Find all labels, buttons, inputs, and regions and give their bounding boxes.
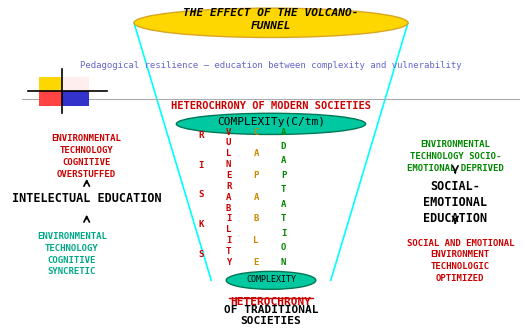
Text: T: T [281, 214, 286, 223]
Text: ENVIRONMENTAL
TECHNOLOGY
COGNITIVE
OVERSTUFFED: ENVIRONMENTAL TECHNOLOGY COGNITIVE OVERS… [52, 134, 122, 179]
Bar [39, 76, 62, 91]
Ellipse shape [134, 8, 408, 37]
Text: B: B [226, 204, 232, 213]
Text: A: A [254, 149, 259, 158]
Text: N: N [281, 258, 286, 267]
Text: L: L [226, 225, 232, 234]
Text: ENVIRONMENTAL
TECHNOLOGY SOCIO-
EMOTIONAL DEPRIVED: ENVIRONMENTAL TECHNOLOGY SOCIO- EMOTIONA… [407, 140, 503, 173]
Text: E: E [254, 258, 259, 267]
Bar [62, 76, 89, 91]
Text: D: D [281, 142, 286, 151]
Text: COMPLEXITy(C/tm): COMPLEXITy(C/tm) [217, 117, 325, 127]
Text: HETEROCHRONY OF MODERN SOCIETIES: HETEROCHRONY OF MODERN SOCIETIES [171, 101, 371, 111]
Text: SOCIAL AND EMOTIONAL
ENVIRONMENT
TECHNOLOGIC
OPTIMIZED: SOCIAL AND EMOTIONAL ENVIRONMENT TECHNOL… [406, 239, 514, 283]
Bar [39, 91, 62, 106]
Text: I: I [226, 214, 232, 223]
Text: OF TRADITIONAL
SOCIETIES: OF TRADITIONAL SOCIETIES [224, 305, 318, 326]
Text: A: A [226, 193, 232, 202]
Text: O: O [281, 243, 286, 253]
Text: A: A [254, 193, 259, 202]
Text: L: L [226, 149, 232, 158]
Text: T: T [226, 247, 232, 256]
Text: L: L [254, 236, 259, 245]
Ellipse shape [226, 271, 316, 289]
Text: T: T [281, 185, 286, 195]
Text: COMPLEXITY: COMPLEXITY [246, 275, 296, 284]
Text: I: I [226, 236, 232, 245]
Text: I: I [198, 161, 204, 169]
Text: INTELECTUAL EDUCATION: INTELECTUAL EDUCATION [12, 192, 162, 205]
Text: ENVIRONMENTAL
TECHNOLOGY
COGNITIVE
SYNCRETIC: ENVIRONMENTAL TECHNOLOGY COGNITIVE SYNCR… [37, 232, 107, 276]
Text: Pedagogical resilience – education between complexity and vulnerability: Pedagogical resilience – education betwe… [80, 61, 462, 70]
Text: B: B [254, 214, 259, 223]
Text: U: U [226, 138, 232, 147]
Text: A: A [281, 200, 286, 209]
Ellipse shape [176, 113, 365, 134]
Text: HETEROCHRONY: HETEROCHRONY [230, 297, 311, 307]
Text: R: R [198, 131, 204, 140]
Text: E: E [226, 171, 232, 180]
Text: P: P [254, 171, 259, 180]
Text: V: V [226, 127, 232, 136]
Text: SOCIAL-
EMOTIONAL
EDUCATION: SOCIAL- EMOTIONAL EDUCATION [423, 180, 487, 225]
Text: THE EFFECT OF THE VOLCANO-
FUNNEL: THE EFFECT OF THE VOLCANO- FUNNEL [183, 8, 359, 31]
Text: S: S [198, 250, 204, 259]
Text: I: I [281, 229, 286, 238]
Text: R: R [226, 182, 232, 191]
Text: A: A [281, 157, 286, 166]
Text: S: S [198, 190, 204, 199]
Text: N: N [226, 160, 232, 169]
Text: Y: Y [226, 258, 232, 267]
Text: C: C [254, 127, 259, 136]
Bar [62, 91, 89, 106]
Text: K: K [198, 220, 204, 229]
Text: A: A [281, 127, 286, 136]
Text: P: P [281, 171, 286, 180]
